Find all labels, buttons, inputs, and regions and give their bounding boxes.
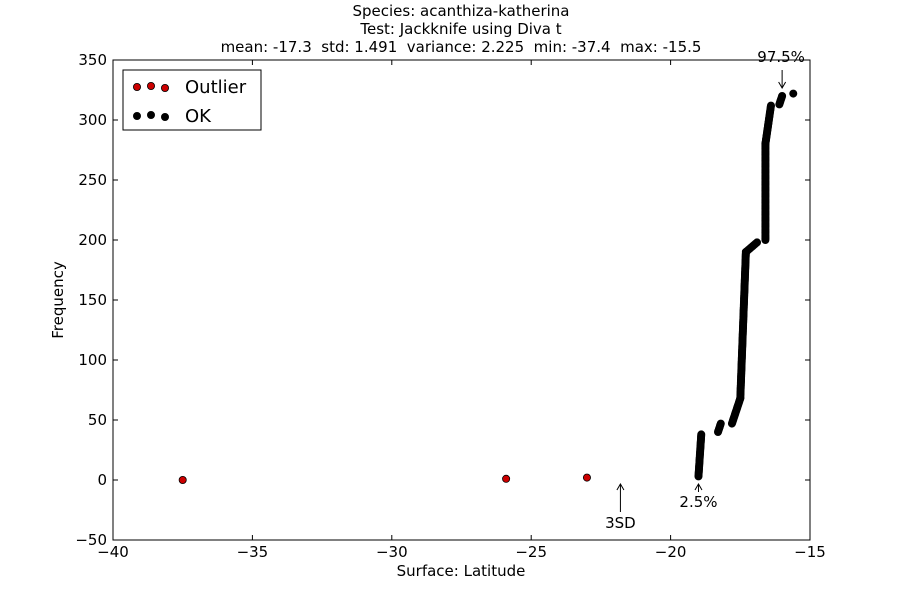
chart-title-species: Species: acanthiza-katherina [352,2,570,20]
data-point-outlier [502,474,511,483]
y-tick-label: 250 [78,171,107,189]
chart-title-test: Test: Jackknife using Diva t [360,20,562,38]
annotation-label-2-5: 2.5% [679,493,717,511]
legend-entry-outlier: Outlier [132,77,247,98]
y-tick-label: 300 [78,111,107,129]
x-tick-label: −20 [655,543,687,561]
y-tick-label: 150 [78,291,107,309]
legend-marker-ok [146,111,155,120]
data-point-ok [778,92,787,101]
legend-label-ok: OK [185,106,212,127]
data-point-ok [716,419,725,428]
annotation: 3SD [605,483,636,532]
annotation: 2.5% [679,483,718,511]
data-points-layer [178,89,798,484]
y-tick-label: 200 [78,231,107,249]
legend-marker-outlier [132,83,141,92]
data-point-outlier [178,475,187,484]
annotations-layer: 97.5% 2.5% 3SD [605,48,805,532]
x-tick-label: −40 [97,543,129,561]
legend-box [122,69,262,131]
data-point-ok [753,238,762,247]
y-tick-label: 50 [88,411,107,429]
legend-label-outlier: Outlier [185,77,247,98]
annotation-arrow-head [694,483,703,491]
plot-area-frame [112,59,811,541]
legend: Outlier OK [122,69,262,131]
x-tick-label: −25 [515,543,547,561]
legend-marker-ok [160,113,169,122]
data-point-outlier [582,473,591,482]
legend-marker-outlier [160,84,169,93]
y-tick-label: 350 [78,51,107,69]
y-tick-label: 0 [97,471,107,489]
data-point-ok [697,430,706,439]
legend-marker-ok [132,112,141,121]
legend-marker-outlier [146,82,155,91]
y-tick-label: 100 [78,351,107,369]
axis-ticks-layer: −40 −35 −30 −25 −20 −15 −50 0 50 100 150 200 250 300 3… [75,51,825,561]
annotation: 97.5% [757,48,805,89]
annotation-label-3sd: 3SD [605,514,636,532]
x-tick-label: −15 [794,543,826,561]
series-ok [694,89,798,481]
y-axis-label: Frequency [49,261,67,339]
legend-entry-ok: OK [132,106,212,127]
series-outlier [178,473,591,484]
annotation-arrow-head [616,483,625,491]
data-point-ok [789,89,798,98]
data-point-ok [766,101,775,110]
x-axis-label: Surface: Latitude [397,562,526,580]
x-tick-label: −30 [376,543,408,561]
annotation-label-97-5: 97.5% [757,48,805,66]
annotation-arrow-head [778,81,787,89]
y-tick-label: −50 [75,531,107,549]
x-tick-label: −35 [237,543,269,561]
chart-title-stats: mean: -17.3 std: 1.491 variance: 2.225 m… [220,38,702,56]
